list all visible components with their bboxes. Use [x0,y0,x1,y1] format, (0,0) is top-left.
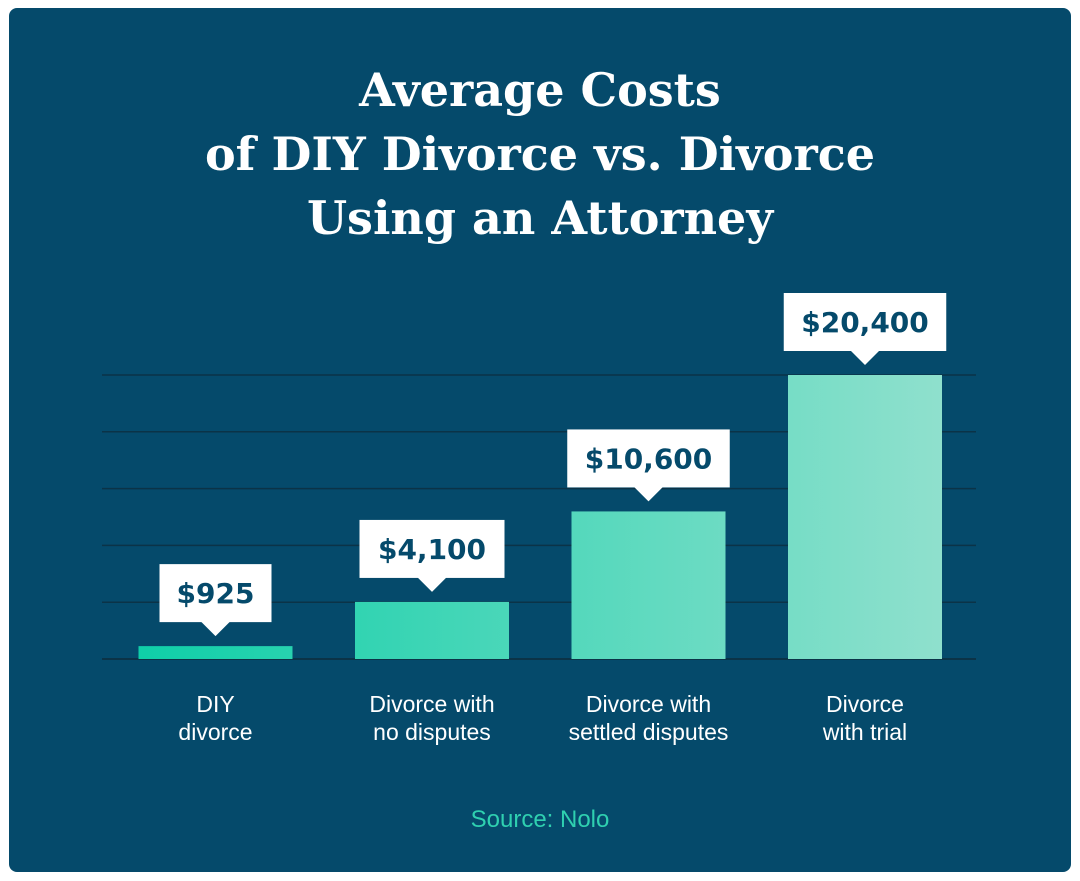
bars [138,375,942,659]
bar [788,375,942,659]
data-label-box [359,519,505,578]
x-tick-label: Divorce [826,691,904,717]
data-label-pointer [200,621,231,637]
chart-title: Average Costs of DIY Divorce vs. Divorce… [0,58,1080,250]
data-label-box [159,564,272,623]
x-tick-label: Divorce with [586,691,711,717]
data-labels: $925 $4,100 $10,600 $20,400 [159,293,947,637]
x-tick-label: divorce [178,719,252,745]
data-label: $925 [159,564,272,637]
x-tick-label: Divorce with [369,691,494,717]
data-label-text: $10,600 [585,442,713,475]
x-tick-label: DIY [196,691,234,717]
bar [571,511,726,659]
data-label: $10,600 [567,429,730,502]
data-label-text: $20,400 [801,306,929,339]
x-tick-label: no disputes [373,719,491,745]
title-line-3: Using an Attorney [306,191,774,245]
x-tick-label: settled disputes [569,719,729,745]
data-label-text: $4,100 [378,533,486,566]
data-label-text: $925 [177,577,255,610]
data-label-pointer [417,576,447,592]
data-label-pointer [633,486,664,502]
data-label-box [567,429,730,488]
data-label: $20,400 [783,293,947,365]
x-tick-label: with trial [822,719,907,745]
title-line-2: of DIY Divorce vs. Divorce [205,127,875,181]
data-label-box [783,293,947,351]
bar [355,601,509,659]
data-label: $4,100 [359,519,505,592]
title-line-1: Average Costs [359,63,721,117]
source-note: Source: Nolo [470,806,610,833]
data-label-pointer [850,350,880,365]
bar [138,646,293,659]
